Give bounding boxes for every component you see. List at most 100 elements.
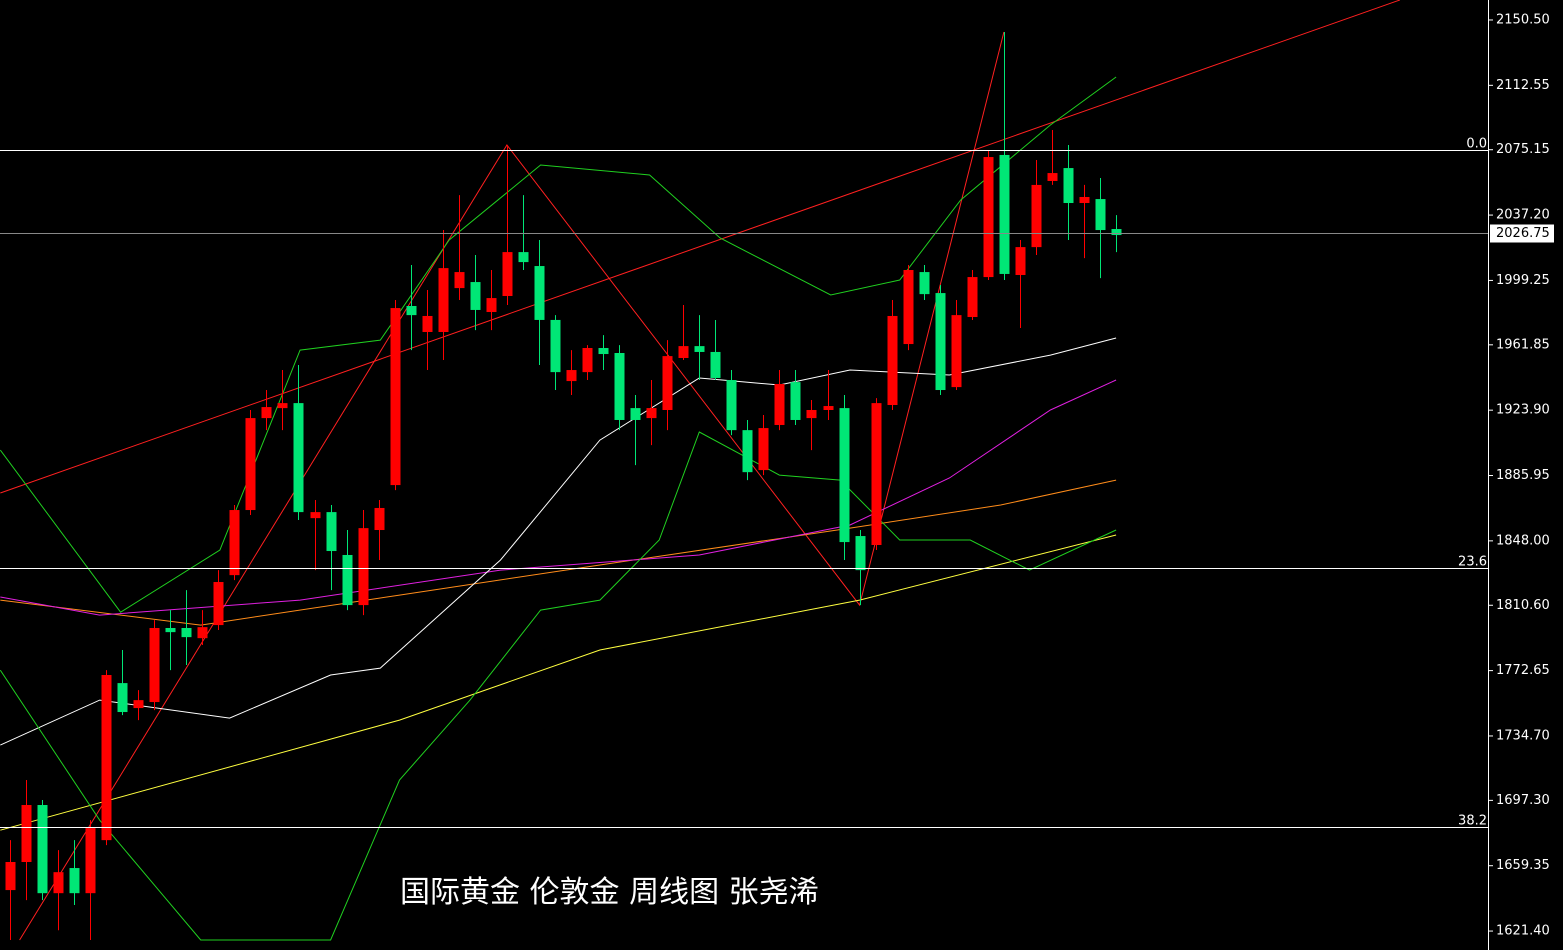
candle-body — [742, 430, 753, 473]
y-tick-label: 1810.60 — [1496, 598, 1550, 613]
overlay-line — [0, 431, 1117, 941]
y-tick-label: 1999.25 — [1496, 273, 1550, 288]
candle-body — [117, 683, 128, 713]
candle-body — [245, 418, 256, 511]
chart-title: 国际黄金 伦敦金 周线图 张尧浠 — [400, 875, 819, 910]
y-tick-label: 2112.55 — [1496, 78, 1550, 93]
candle-body — [69, 868, 80, 894]
candle-body — [1063, 168, 1074, 204]
candle-body — [486, 298, 497, 313]
candle-body — [261, 407, 272, 419]
candle-body — [229, 510, 240, 576]
candle-body — [422, 315, 433, 332]
current-price-box — [1490, 224, 1554, 243]
candle-body — [903, 270, 914, 345]
candle-body — [149, 627, 160, 703]
candle-body — [646, 408, 657, 419]
candle-body — [598, 348, 609, 355]
overlay-line — [0, 379, 1117, 616]
candle-body — [1095, 199, 1106, 231]
candle-body — [694, 346, 705, 352]
candle-body — [326, 512, 337, 552]
candle-body — [358, 528, 369, 606]
candle-body — [967, 277, 978, 318]
overlay-line — [19, 31, 1005, 941]
candle-body — [21, 805, 32, 863]
y-tick-label: 1772.65 — [1496, 663, 1550, 678]
overlay-line — [0, 0, 1400, 494]
fib-label: 38.2 — [1458, 814, 1487, 829]
candle-body — [197, 627, 208, 639]
candle-body — [678, 346, 689, 358]
candle-body — [1047, 173, 1058, 181]
candle-body — [582, 348, 593, 373]
overlay-line — [0, 337, 1117, 746]
candle-body — [1079, 196, 1090, 204]
candle-body — [85, 828, 96, 894]
candle-body — [213, 582, 224, 626]
candle-body — [406, 305, 417, 316]
candle-body — [37, 805, 48, 894]
candle-body — [181, 627, 192, 638]
candle-body — [855, 536, 866, 571]
candle-body — [790, 382, 801, 420]
fib-label: 23.6 — [1458, 555, 1487, 570]
candle-body — [806, 409, 817, 419]
candle-body — [277, 403, 288, 409]
fib-label: 0.0 — [1466, 137, 1487, 152]
current-price-label: 2026.75 — [1496, 226, 1550, 241]
candle-body — [999, 154, 1010, 274]
candle-body — [550, 319, 561, 373]
y-tick-label: 2075.15 — [1496, 142, 1550, 157]
candle-body — [454, 272, 465, 289]
y-tick-label: 2037.20 — [1496, 208, 1550, 223]
candle-body — [1031, 184, 1042, 248]
candle-body — [823, 406, 834, 410]
candle-body — [310, 512, 321, 519]
candle-body — [774, 383, 785, 425]
candle-body — [614, 352, 625, 420]
candle-body — [470, 282, 481, 310]
candle-body — [390, 308, 401, 486]
candle-body — [1111, 229, 1122, 236]
candle-body — [630, 408, 641, 420]
candle-body — [887, 315, 898, 406]
candle-body — [566, 370, 577, 382]
y-tick-label: 1659.35 — [1496, 858, 1550, 873]
y-tick-label: 1961.85 — [1496, 337, 1550, 352]
candle-body — [502, 252, 513, 297]
candle-body — [53, 872, 64, 894]
candle-body — [951, 315, 962, 388]
candle-body — [919, 272, 930, 295]
overlay-line — [0, 534, 1117, 831]
candle-body — [1015, 247, 1026, 275]
y-tick-label: 1885.95 — [1496, 468, 1550, 483]
candle-body — [5, 862, 16, 891]
y-tick-label: 1621.40 — [1496, 924, 1550, 939]
candle-body — [342, 554, 353, 606]
y-tick-label: 1923.90 — [1496, 403, 1550, 418]
y-tick-label: 2150.50 — [1496, 12, 1550, 27]
candle-body — [165, 627, 176, 633]
y-tick-label: 1734.70 — [1496, 728, 1550, 743]
candle-body — [438, 268, 449, 332]
candle-body — [983, 157, 994, 278]
candle-body — [871, 403, 882, 545]
y-tick-label: 1697.30 — [1496, 793, 1550, 808]
candle-body — [374, 507, 385, 531]
candle-body — [710, 351, 721, 378]
candle-body — [534, 266, 545, 320]
overlay-line — [0, 479, 1117, 626]
candle-body — [133, 700, 144, 709]
candle-body — [726, 380, 737, 431]
candle-body — [662, 356, 673, 410]
candle-body — [293, 403, 304, 513]
candle-body — [518, 252, 529, 263]
candle-body — [758, 428, 769, 471]
y-tick-label: 1848.00 — [1496, 533, 1550, 548]
candle-body — [839, 408, 850, 543]
candle-body — [101, 675, 112, 841]
candle-body — [935, 293, 946, 391]
